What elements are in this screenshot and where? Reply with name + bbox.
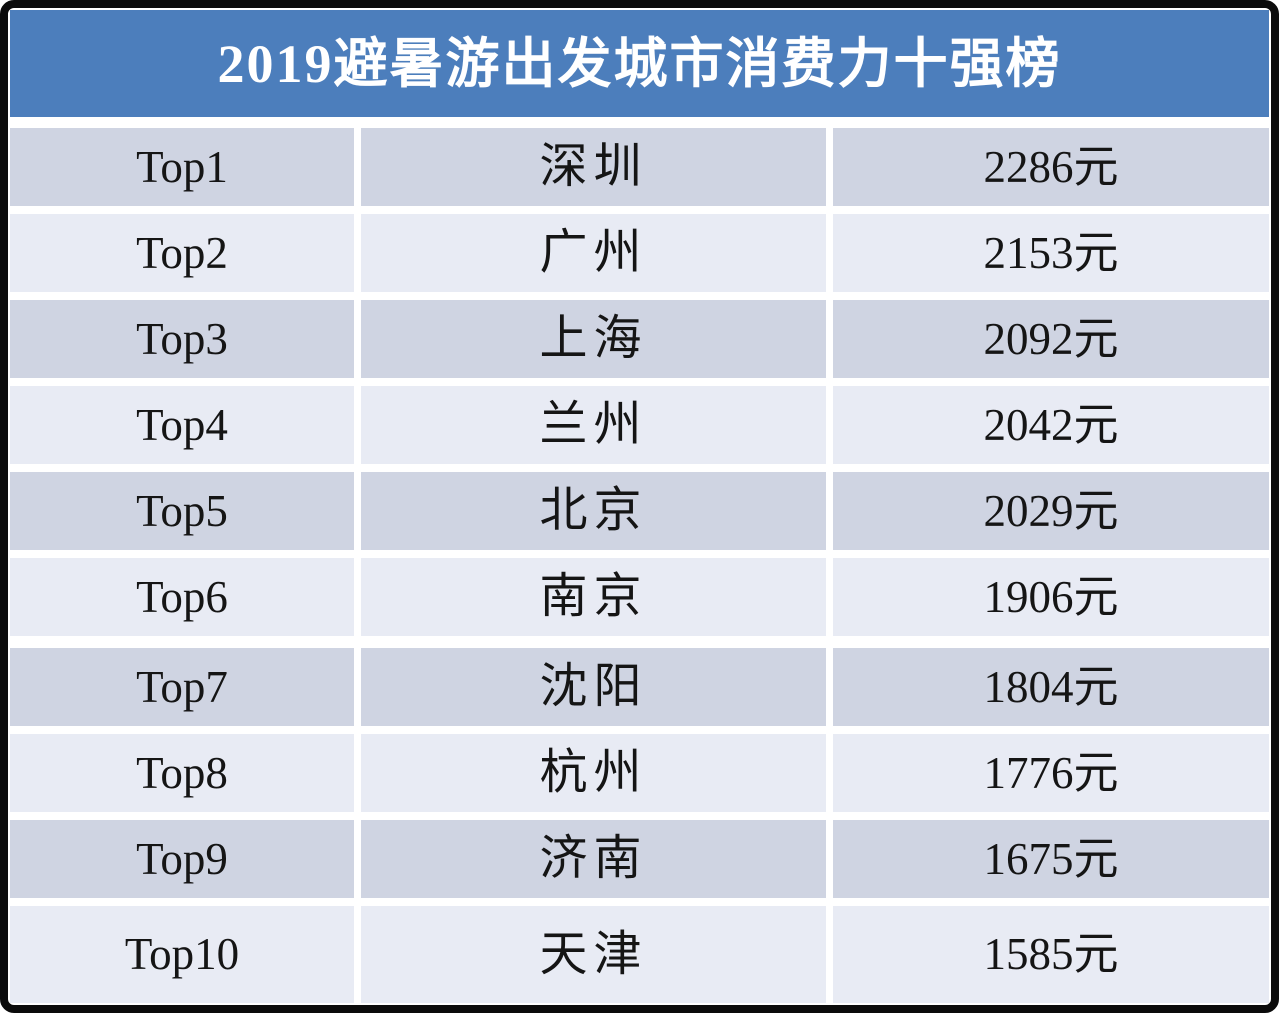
table-row: Top2 广州 2153元 — [10, 214, 1269, 292]
rank-cell: Top10 — [10, 906, 354, 1003]
city-cell: 天津 — [361, 906, 826, 1003]
price-cell: 1675元 — [833, 820, 1269, 898]
city-cell: 广州 — [361, 214, 826, 292]
price-cell: 2029元 — [833, 472, 1269, 550]
city-cell: 上海 — [361, 300, 826, 378]
price-cell: 1776元 — [833, 734, 1269, 812]
price-cell: 2153元 — [833, 214, 1269, 292]
city-cell: 北京 — [361, 472, 826, 550]
price-cell: 1585元 — [833, 906, 1269, 1003]
title-banner: 2019避暑游出发城市消费力十强榜 — [10, 10, 1269, 117]
rank-cell: Top3 — [10, 300, 354, 378]
rank-cell: Top1 — [10, 128, 354, 206]
ranking-table: Top1 深圳 2286元 Top2 广州 2153元 Top3 上海 2092… — [10, 128, 1269, 1003]
city-cell: 兰州 — [361, 386, 826, 464]
page-title: 2019避暑游出发城市消费力十强榜 — [217, 33, 1062, 94]
table-row: Top6 南京 1906元 — [10, 558, 1269, 636]
price-cell: 1804元 — [833, 648, 1269, 726]
rank-cell: Top7 — [10, 648, 354, 726]
city-cell: 济南 — [361, 820, 826, 898]
city-cell: 沈阳 — [361, 648, 826, 726]
table-row: Top1 深圳 2286元 — [10, 128, 1269, 206]
rank-cell: Top5 — [10, 472, 354, 550]
table-row: Top3 上海 2092元 — [10, 300, 1269, 378]
price-cell: 2286元 — [833, 128, 1269, 206]
table-row: Top8 杭州 1776元 — [10, 734, 1269, 812]
city-cell: 深圳 — [361, 128, 826, 206]
price-cell: 1906元 — [833, 558, 1269, 636]
table-row: Top10 天津 1585元 — [10, 906, 1269, 1003]
rank-cell: Top6 — [10, 558, 354, 636]
price-cell: 2092元 — [833, 300, 1269, 378]
city-cell: 南京 — [361, 558, 826, 636]
table-row: Top4 兰州 2042元 — [10, 386, 1269, 464]
city-cell: 杭州 — [361, 734, 826, 812]
table-row: Top5 北京 2029元 — [10, 472, 1269, 550]
table-row: Top9 济南 1675元 — [10, 820, 1269, 898]
price-cell: 2042元 — [833, 386, 1269, 464]
rank-cell: Top2 — [10, 214, 354, 292]
rank-cell: Top4 — [10, 386, 354, 464]
table-row: Top7 沈阳 1804元 — [10, 648, 1269, 726]
rank-cell: Top8 — [10, 734, 354, 812]
rank-cell: Top9 — [10, 820, 354, 898]
